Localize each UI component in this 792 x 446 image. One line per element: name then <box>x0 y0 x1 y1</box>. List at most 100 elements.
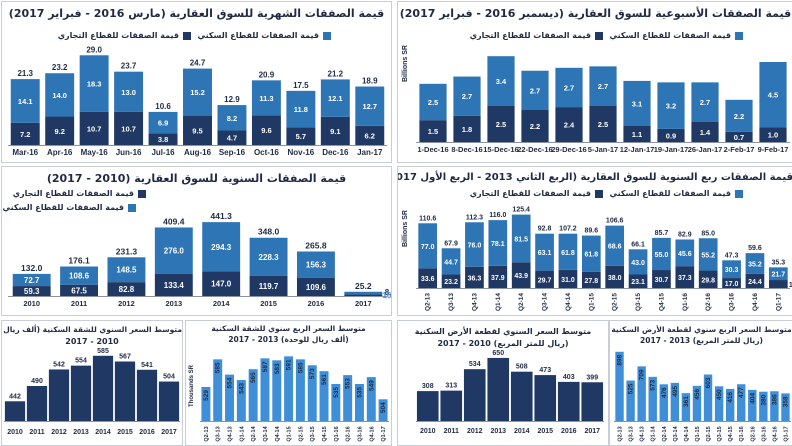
bar <box>648 376 657 421</box>
bar <box>272 360 282 421</box>
quarterly-bar-chart: Q2-13 33.6 77.0 110.6 Q3-13 23.2 44.7 67.9 Q4-13… <box>416 207 792 311</box>
data-label-total: 59.6 <box>748 245 762 252</box>
bar-residential <box>698 238 718 271</box>
x-tick-label: Nov-16 <box>288 148 315 157</box>
data-label-residential: 2.7 <box>700 98 710 107</box>
data-label-total: 25.2 <box>355 281 372 291</box>
chart-panel-monthly: قيمة الصفقات الشهرية للسوق العقارية (مار… <box>1 1 392 163</box>
data-label-residential: 43.0 <box>631 260 645 267</box>
data-label-commercial: 1.1 <box>632 130 642 139</box>
data-label-commercial: 9.1 <box>330 127 340 136</box>
bar <box>307 365 317 421</box>
bar <box>158 381 180 421</box>
data-label-residential: 14.0 <box>52 91 67 100</box>
data-label-residential: 13.0 <box>121 88 136 97</box>
x-tick-label: Q4-15 <box>728 426 734 441</box>
bar-residential <box>217 105 247 131</box>
bar <box>213 359 223 421</box>
bar-residential <box>535 233 554 271</box>
data-label-residential: 14.1 <box>18 97 33 106</box>
data-label-commercial: 10.7 <box>87 124 102 133</box>
x-tick-label: Dec-16 <box>322 148 349 157</box>
x-tick-label: 29-Dec-16 <box>551 145 586 154</box>
x-tick-label: Aug-16 <box>184 148 212 157</box>
legend-item-commercial: قيمة الصفقات للقطاع التجاري <box>13 189 146 198</box>
x-tick-label: Q1-15 <box>695 426 701 441</box>
bar <box>692 385 702 421</box>
x-tick-label: Q3-15 <box>310 426 316 441</box>
bar-commercial <box>418 268 438 288</box>
data-label-total: 24.7 <box>190 59 206 68</box>
bar-commercial <box>320 116 350 145</box>
x-tick-label: Q4-16 <box>752 293 759 311</box>
data-label: 529 <box>203 390 210 401</box>
data-label: 709 <box>639 369 646 380</box>
x-tick-label: 2016 <box>308 299 325 308</box>
data-label-residential: 12.1 <box>328 94 343 103</box>
bar-residential <box>419 83 447 121</box>
x-tick-label: 2012 <box>467 428 483 435</box>
chart-panel-quarterly: قيمة الصفقات ربع السنوية للسوق العقارية … <box>397 166 792 316</box>
bar <box>92 355 114 421</box>
data-label: 535 <box>333 387 340 398</box>
bar <box>703 374 713 421</box>
bar-residential <box>487 56 515 106</box>
data-label: 554 <box>227 377 234 388</box>
bar <box>463 369 486 421</box>
land-annual-bar-chart: 2010 308 2011 313 2012 534 2013 650 2014 508 2015 4… <box>416 350 604 435</box>
bar-commercial <box>558 269 578 288</box>
data-label-total: 21.3 <box>17 69 33 78</box>
chart-panel-apartment-annual: متوسط السعر السنوي للشقة السكنية (ألف ري… <box>1 320 183 446</box>
bar-commercial <box>555 107 583 142</box>
data-label: 361 <box>683 396 690 407</box>
bar-residential <box>759 62 787 128</box>
x-tick-label: Q1-15 <box>287 426 293 441</box>
data-label-residential: 63.1 <box>538 250 552 257</box>
data-label-commercial: 33.6 <box>421 276 435 283</box>
data-label-commercial: 1.8 <box>462 125 472 134</box>
bar-commercial <box>698 270 718 288</box>
bar-residential <box>107 257 146 283</box>
legend-swatch-residential <box>128 203 136 212</box>
x-tick-label: Q3-15 <box>717 426 723 441</box>
chart-title: قيمة الصفقات ربع السنوية للسوق العقارية … <box>398 172 792 183</box>
x-tick-label: Q1-14 <box>495 293 502 311</box>
x-tick-label: Q2-14 <box>662 425 668 441</box>
data-label-commercial: 29.7 <box>538 277 552 284</box>
x-tick-label: Q2-16 <box>346 426 352 441</box>
chart-panel-yearly: قيمة الصفقات السنوية للسوق العقارية (201… <box>1 166 392 316</box>
bar <box>136 369 158 421</box>
x-tick-label: Q3-16 <box>761 426 767 441</box>
bar <box>737 384 746 421</box>
bar-residential <box>355 86 385 126</box>
bar <box>26 386 48 421</box>
x-tick-label: 12-Jan-17 <box>620 145 655 154</box>
data-label-total: 409.4 <box>163 216 185 226</box>
bar <box>487 357 510 421</box>
bar <box>284 356 294 421</box>
data-label: 650 <box>492 350 504 357</box>
data-label: 476 <box>661 387 668 398</box>
apartment-annual-bar-chart: 2010 442 2011 490 2012 542 2013 554 2014 585 2015 5… <box>4 348 180 436</box>
bar-residential <box>675 239 695 267</box>
bar-residential <box>296 251 335 278</box>
x-tick-label: Q1-17 <box>775 293 782 311</box>
x-tick-label: Q4-16 <box>369 426 375 441</box>
x-tick-label: 2011 <box>71 299 87 308</box>
data-label-commercial: 8.6 <box>385 288 391 297</box>
bar <box>670 382 680 421</box>
bar-commercial <box>465 266 484 288</box>
data-label: 534 <box>469 361 481 368</box>
legend-item-commercial: قيمة الصفقات للقطاع التجاري <box>58 31 191 40</box>
bar-residential <box>581 235 601 272</box>
bar <box>581 382 604 421</box>
data-label-commercial: 2.2 <box>530 122 540 131</box>
x-tick-label: Q3-13 <box>629 426 635 441</box>
chart-title: متوسط السعر الربع سنوي لقطعة الأرض السكن… <box>611 325 792 334</box>
x-tick-label: Q2-15 <box>298 426 304 441</box>
x-tick-label: 9-Feb-17 <box>758 145 789 154</box>
data-label: 416 <box>727 392 734 403</box>
bar-commercial <box>535 270 554 288</box>
x-tick-label: 2013 <box>165 299 182 308</box>
data-label-total: 85.7 <box>655 230 669 237</box>
